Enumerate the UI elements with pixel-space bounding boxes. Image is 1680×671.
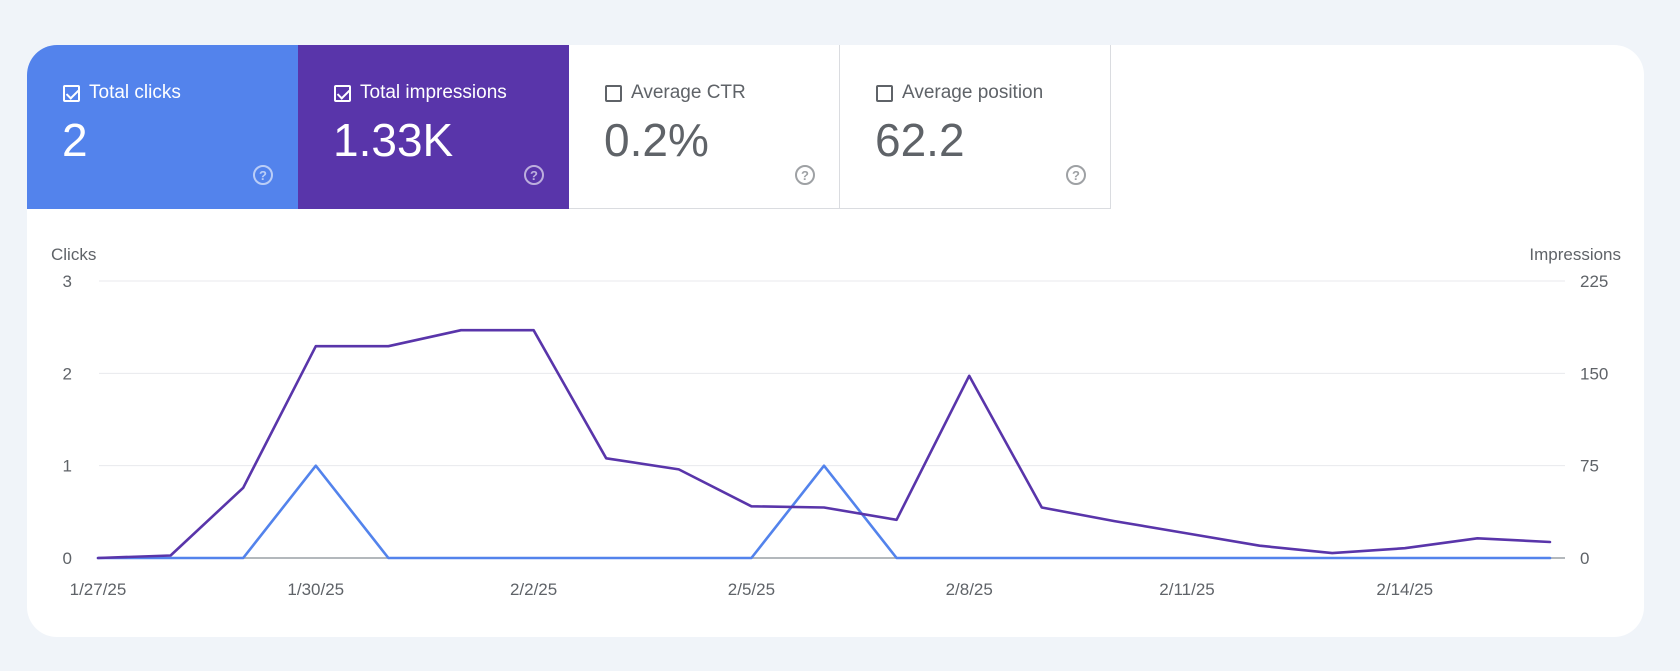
metric-value: 62.2 — [875, 114, 965, 166]
x-tick-label: 2/11/25 — [1159, 580, 1214, 599]
metric-value: 0.2% — [604, 114, 709, 166]
help-icon[interactable]: ? — [524, 165, 544, 185]
checkbox-unchecked-icon[interactable] — [876, 84, 893, 102]
metric-value: 1.33K — [333, 114, 454, 166]
metric-average-ctr[interactable]: Average CTR 0.2% ? — [569, 45, 840, 209]
y-right-tick-label: 75 — [1580, 457, 1599, 476]
metric-label: Total clicks — [89, 82, 181, 103]
series-line-clicks — [96, 464, 1552, 560]
x-tick-label: 1/30/25 — [287, 580, 344, 599]
y-left-tick-label: 1 — [63, 457, 72, 476]
checkbox-unchecked-icon[interactable] — [605, 84, 622, 102]
y-right-tick-label: 150 — [1580, 364, 1608, 383]
metric-value: 2 — [62, 114, 88, 166]
checkbox-checked-icon[interactable] — [334, 84, 351, 102]
y-left-tick-label: 3 — [63, 272, 72, 291]
y-right-tick-label: 0 — [1580, 549, 1589, 568]
y-right-tick-label: 225 — [1580, 272, 1608, 291]
metric-header: Average CTR — [605, 82, 746, 104]
metric-label: Average position — [902, 82, 1044, 103]
y-left-axis-title: Clicks — [51, 245, 97, 264]
help-icon[interactable]: ? — [1066, 165, 1086, 185]
metric-average-position[interactable]: Average position 62.2 ? — [840, 45, 1111, 209]
y-left-tick-label: 2 — [63, 364, 72, 383]
y-right-axis-title: Impressions — [1529, 245, 1621, 264]
help-icon[interactable]: ? — [795, 165, 815, 185]
x-tick-label: 2/8/25 — [946, 580, 993, 599]
metric-tabs: Total clicks 2 ? Total impressions 1.33K… — [27, 45, 1111, 209]
series-line-impressions — [96, 328, 1552, 560]
metric-header: Total impressions — [334, 82, 507, 104]
x-tick-label: 2/5/25 — [728, 580, 775, 599]
help-icon[interactable]: ? — [253, 165, 273, 185]
line-chart[interactable]: 3 225 2 150 1 75 0 0 1/27/25 1/30/25 2/2/25 2/5/25 2… — [27, 45, 1644, 637]
x-tick-label: 2/2/25 — [510, 580, 557, 599]
metric-label: Average CTR — [631, 82, 746, 103]
chart-area: Clicks Impressions 3 225 2 150 1 75 0 0 1/27/25 1… — [27, 45, 1644, 637]
metric-header: Average position — [876, 82, 1043, 104]
metric-header: Total clicks — [63, 82, 181, 104]
x-tick-label: 2/14/25 — [1376, 580, 1433, 599]
metric-label: Total impressions — [360, 82, 507, 103]
metric-total-impressions[interactable]: Total impressions 1.33K ? — [298, 45, 569, 209]
metric-total-clicks[interactable]: Total clicks 2 ? — [27, 45, 298, 209]
performance-card: Total clicks 2 ? Total impressions 1.33K… — [27, 45, 1644, 637]
checkbox-checked-icon[interactable] — [63, 84, 80, 102]
x-tick-label: 1/27/25 — [70, 580, 127, 599]
y-left-tick-label: 0 — [63, 549, 72, 568]
